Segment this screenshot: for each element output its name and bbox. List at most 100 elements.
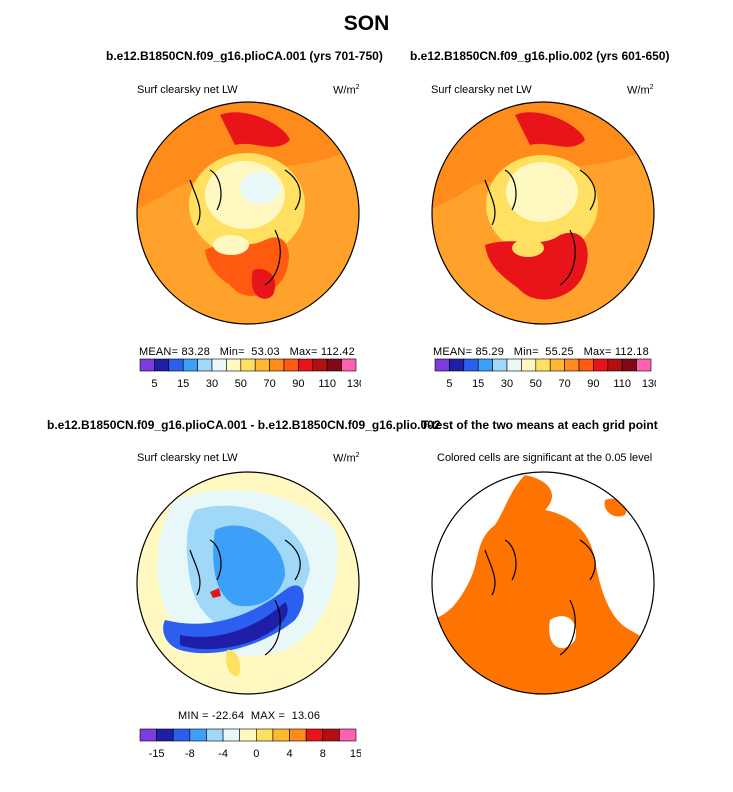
panel3-map: [136, 471, 360, 695]
panel1-map: [136, 101, 360, 325]
map-field: [515, 112, 585, 147]
colorbar-swatch: [154, 358, 170, 372]
colorbar-swatch: [322, 728, 340, 742]
colorbar-swatch: [305, 728, 324, 742]
colorbar-swatch: [168, 358, 184, 372]
colorbar-tick-label: 0: [253, 748, 259, 760]
panel1-variable-label: Surf clearsky net LW: [137, 84, 238, 96]
panel2-colorbar: 5 15 30 50 70 90 110 130: [434, 358, 656, 390]
coastline: [189, 539, 301, 656]
map-field: [440, 666, 471, 694]
colorbar-swatch: [341, 358, 357, 372]
panel1-title: b.e12.B1850CN.f09_g16.plioCA.001 (yrs 70…: [106, 49, 383, 63]
panel2-stats: MEAN= 85.29 Min= 55.25 Max= 112.18: [433, 346, 649, 358]
colorbar-swatch: [298, 358, 314, 372]
colorbar-swatch: [607, 358, 623, 372]
panel4-map: [431, 471, 655, 695]
colorbar-swatch: [549, 358, 565, 372]
panel2-units: W/m2: [627, 84, 654, 97]
colorbar-swatch: [254, 358, 270, 372]
colorbar-swatch: [239, 728, 257, 742]
colorbar-tick-label: 90: [587, 378, 599, 390]
colorbar-swatch: [222, 728, 240, 742]
colorbar-swatch: [256, 728, 274, 742]
colorbar-swatch: [636, 358, 652, 372]
colorbar-swatch: [593, 358, 609, 372]
colorbar-swatch: [156, 728, 174, 742]
map-field: [512, 239, 544, 257]
colorbar-tick-label: 130: [347, 378, 361, 390]
panel2-map: [431, 101, 655, 325]
panel1-stats: MEAN= 83.28 Min= 53.03 Max= 112.42: [139, 346, 355, 358]
colorbar-swatch: [434, 358, 450, 372]
page-title: SON: [343, 12, 390, 35]
colorbar-tick-label: 50: [235, 378, 247, 390]
colorbar-tick-label: 70: [558, 378, 570, 390]
colorbar-swatch: [272, 728, 290, 742]
colorbar-tick-label: 130: [642, 378, 656, 390]
map-field: [225, 649, 241, 676]
colorbar-swatch: [477, 358, 493, 372]
colorbar-tick-label: 110: [613, 378, 631, 390]
colorbar-swatch: [283, 358, 299, 372]
coastline: [189, 169, 301, 286]
panel3-colorbar: -15 -8 -4 0 4 8 15: [139, 728, 361, 760]
map-field: [506, 162, 578, 222]
colorbar-tick-label: 15: [472, 378, 484, 390]
panel2-title: b.e12.B1850CN.f09_g16.plio.002 (yrs 601-…: [410, 49, 670, 63]
panel1-colorbar: 5 15 30 50 70 90 110 130: [139, 358, 361, 390]
map-field: [549, 616, 576, 649]
map-field: [251, 269, 276, 299]
colorbar-swatch: [463, 358, 479, 372]
colorbar-swatch: [139, 728, 157, 742]
panel3-title: b.e12.B1850CN.f09_g16.plioCA.001 - b.e12…: [47, 418, 441, 432]
colorbar-swatch: [312, 358, 328, 372]
panel1-units: W/m2: [333, 84, 360, 97]
colorbar-swatch: [197, 358, 213, 372]
colorbar-swatch: [621, 358, 637, 372]
significant-area: [432, 475, 654, 694]
panel4-subtitle: Colored cells are significant at the 0.0…: [437, 452, 653, 464]
colorbar-swatch: [289, 728, 307, 742]
colorbar-tick-label: 90: [292, 378, 304, 390]
colorbar-swatch: [578, 358, 594, 372]
colorbar-swatch: [492, 358, 508, 372]
map-field: [163, 585, 304, 654]
colorbar-tick-label: -8: [185, 748, 195, 760]
map-field: [213, 235, 249, 255]
coastline: [484, 169, 596, 286]
colorbar-tick-label: 30: [206, 378, 218, 390]
map-field: [180, 602, 288, 650]
colorbar-tick-label: 5: [446, 378, 452, 390]
colorbar-swatch: [211, 358, 227, 372]
colorbar-swatch: [506, 358, 522, 372]
panel3-stats: MIN = -22.64 MAX = 13.06: [178, 710, 321, 722]
colorbar-tick-label: 15: [350, 748, 361, 760]
map-field: [220, 112, 290, 147]
colorbar-swatch: [226, 358, 242, 372]
panel2-variable-label: Surf clearsky net LW: [431, 84, 532, 96]
colorbar-swatch: [564, 358, 580, 372]
panel4-title: T-test of the two means at each grid poi…: [421, 418, 658, 432]
colorbar-swatch: [139, 358, 155, 372]
colorbar-swatch: [535, 358, 551, 372]
colorbar-tick-label: 5: [151, 378, 157, 390]
colorbar-swatch: [240, 358, 256, 372]
colorbar-tick-label: 30: [501, 378, 513, 390]
coastline: [484, 539, 596, 656]
colorbar-swatch: [449, 358, 465, 372]
colorbar-tick-label: -4: [218, 748, 228, 760]
colorbar-swatch: [326, 358, 342, 372]
colorbar-tick-label: 8: [320, 748, 326, 760]
colorbar-tick-label: 4: [286, 748, 292, 760]
colorbar-swatch: [172, 728, 191, 742]
colorbar-tick-label: 15: [177, 378, 189, 390]
colorbar-swatch: [206, 728, 224, 742]
map-field: [213, 525, 285, 607]
map-field: [210, 588, 221, 598]
colorbar-tick-label: -15: [149, 748, 165, 760]
colorbar-tick-label: 110: [318, 378, 336, 390]
colorbar-tick-label: 50: [530, 378, 542, 390]
colorbar-swatch: [269, 358, 285, 372]
map-field: [240, 172, 280, 204]
